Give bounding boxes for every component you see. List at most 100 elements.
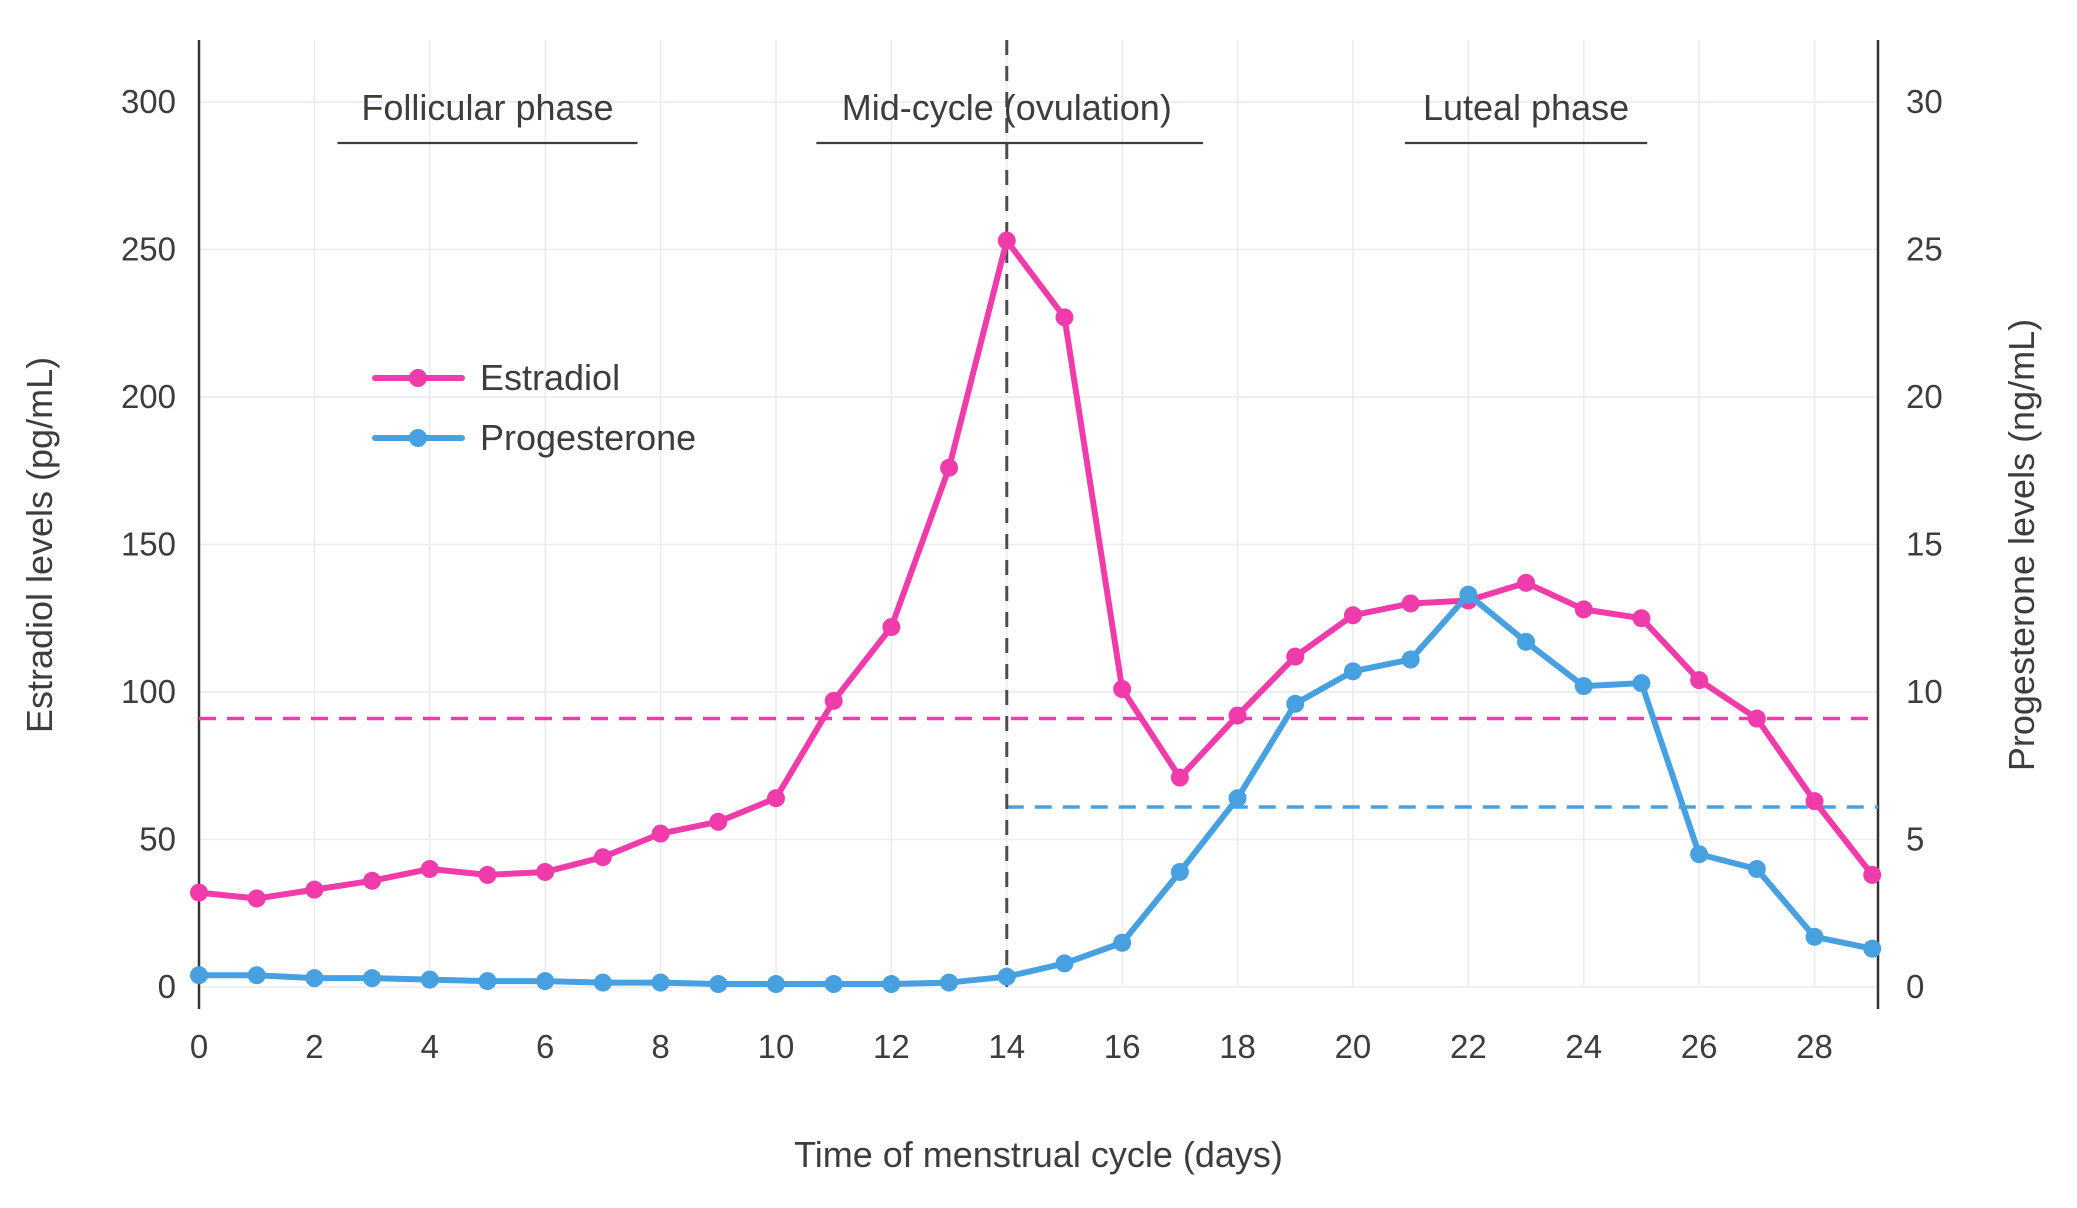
series-progesterone bbox=[190, 585, 1882, 994]
gridlines bbox=[198, 40, 1878, 988]
data-point-marker bbox=[997, 967, 1016, 986]
x-tick-label: 20 bbox=[1335, 1028, 1372, 1065]
data-point-marker bbox=[1228, 789, 1247, 808]
data-point-marker bbox=[1170, 862, 1189, 881]
right-y-tick-label: 20 bbox=[1906, 378, 1943, 415]
data-point-marker bbox=[247, 889, 266, 908]
legend-marker bbox=[409, 369, 427, 387]
right-y-tick-label: 5 bbox=[1906, 820, 1924, 857]
data-point-marker bbox=[1286, 647, 1305, 666]
x-tick-label: 16 bbox=[1104, 1028, 1141, 1065]
phase-annotation: Luteal phase bbox=[1404, 87, 1648, 145]
x-tick-label: 24 bbox=[1565, 1028, 1602, 1065]
x-tick-label: 2 bbox=[305, 1028, 323, 1065]
right-y-tick-label: 25 bbox=[1906, 230, 1943, 267]
left-y-tick-label: 250 bbox=[121, 230, 176, 267]
data-point-marker bbox=[190, 966, 208, 985]
right-y-axis-title: Progesterone levels (ng/mL) bbox=[2001, 319, 2042, 771]
data-point-marker bbox=[1805, 792, 1824, 811]
x-tick-label: 22 bbox=[1450, 1028, 1487, 1065]
x-tick-label: 12 bbox=[873, 1028, 910, 1065]
data-point-marker bbox=[882, 975, 901, 994]
right-y-tick-label: 30 bbox=[1906, 83, 1943, 120]
phase-label: Mid-cycle (ovulation) bbox=[842, 87, 1172, 128]
data-point-marker bbox=[190, 883, 208, 902]
left-y-tick-label: 50 bbox=[139, 820, 176, 857]
data-point-marker bbox=[1805, 927, 1824, 946]
data-point-marker bbox=[940, 458, 959, 477]
data-point-marker bbox=[1401, 594, 1420, 613]
series-estradiol bbox=[190, 231, 1882, 908]
data-point-marker bbox=[1286, 694, 1305, 713]
data-point-marker bbox=[824, 691, 843, 710]
data-point-marker bbox=[651, 824, 670, 843]
left-y-tick-label: 200 bbox=[121, 378, 176, 415]
data-point-marker bbox=[1690, 845, 1709, 864]
x-tick-label: 26 bbox=[1681, 1028, 1718, 1065]
data-point-marker bbox=[536, 862, 555, 881]
series-line bbox=[196, 237, 1876, 902]
left-y-axis-title: Estradiol levels (pg/mL) bbox=[19, 357, 60, 733]
right-y-tick-label: 0 bbox=[1906, 968, 1924, 1005]
data-point-marker bbox=[1632, 674, 1651, 693]
phase-annotation: Follicular phase bbox=[337, 87, 638, 145]
data-point-marker bbox=[1113, 680, 1132, 699]
data-point-marker bbox=[1170, 768, 1189, 787]
data-point-marker bbox=[478, 865, 497, 884]
data-point-marker bbox=[997, 231, 1016, 250]
data-point-marker bbox=[709, 812, 728, 831]
data-point-marker bbox=[1459, 585, 1478, 604]
x-tick-label: 18 bbox=[1219, 1028, 1256, 1065]
data-point-marker bbox=[363, 871, 382, 890]
data-point-marker bbox=[536, 972, 555, 991]
legend-item: Estradiol bbox=[372, 357, 620, 398]
left-y-tick-label: 100 bbox=[121, 673, 176, 710]
legend: Estradiol Progesterone bbox=[372, 357, 696, 458]
x-tick-label: 10 bbox=[758, 1028, 795, 1065]
data-point-marker bbox=[305, 969, 324, 988]
x-tick-label: 14 bbox=[988, 1028, 1025, 1065]
phase-annotation: Mid-cycle (ovulation) bbox=[816, 87, 1203, 145]
legend-marker bbox=[409, 429, 427, 447]
data-point-marker bbox=[420, 859, 439, 878]
data-point-marker bbox=[478, 972, 497, 991]
data-point-marker bbox=[363, 969, 382, 988]
data-point-marker bbox=[1343, 662, 1362, 681]
right-y-tick-label: 10 bbox=[1906, 673, 1943, 710]
data-point-marker bbox=[1517, 632, 1536, 651]
data-point-marker bbox=[824, 975, 843, 994]
left-y-tick-label: 300 bbox=[121, 83, 176, 120]
x-axis-title: Time of menstrual cycle (days) bbox=[794, 1134, 1283, 1175]
data-point-marker bbox=[1747, 709, 1766, 728]
data-point-marker bbox=[1747, 859, 1766, 878]
legend-item: Progesterone bbox=[372, 417, 696, 458]
data-point-marker bbox=[1690, 671, 1709, 690]
x-tick-label: 28 bbox=[1796, 1028, 1833, 1065]
data-point-marker bbox=[593, 973, 612, 992]
x-tick-label: 0 bbox=[190, 1028, 208, 1065]
data-point-marker bbox=[247, 966, 266, 985]
data-point-marker bbox=[1055, 308, 1074, 327]
data-point-marker bbox=[1343, 606, 1362, 625]
phase-label: Luteal phase bbox=[1423, 87, 1629, 128]
legend-label: Estradiol bbox=[480, 357, 620, 398]
data-point-marker bbox=[1113, 933, 1132, 952]
right-y-tick-label: 15 bbox=[1906, 525, 1943, 562]
data-point-marker bbox=[305, 880, 324, 899]
data-point-marker bbox=[766, 789, 785, 808]
data-point-marker bbox=[940, 973, 959, 992]
x-tick-label: 8 bbox=[651, 1028, 669, 1065]
left-y-tick-label: 0 bbox=[158, 968, 176, 1005]
data-point-marker bbox=[593, 848, 612, 867]
data-point-marker bbox=[1574, 600, 1593, 619]
data-point-marker bbox=[420, 970, 439, 989]
left-y-tick-label: 150 bbox=[121, 525, 176, 562]
data-point-marker bbox=[1574, 677, 1593, 696]
data-point-marker bbox=[1863, 865, 1882, 884]
legend-label: Progesterone bbox=[480, 417, 696, 458]
series-line bbox=[196, 591, 1876, 988]
data-point-marker bbox=[1228, 706, 1247, 725]
